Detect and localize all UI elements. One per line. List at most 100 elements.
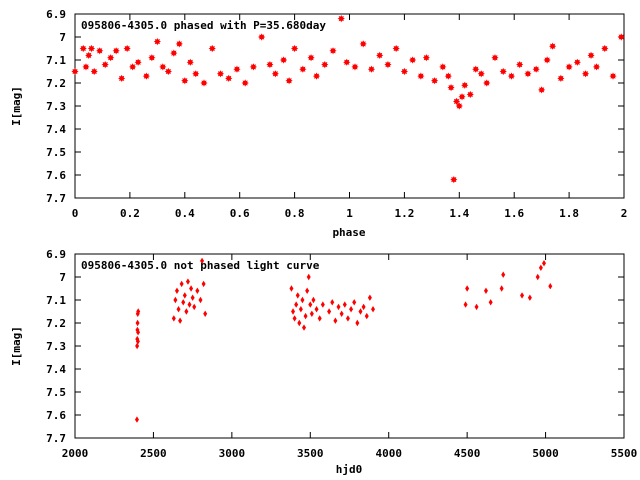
phased-chart-title: 095806-4305.0 phased with P=35.680day [81,19,326,32]
unphased-data-point [333,317,338,324]
unphased-data-point [317,315,322,322]
unphased-data-point [367,294,372,301]
phased-y-tick-label: 7.3 [46,100,66,113]
phased-data-point [609,72,617,80]
unphased-data-point [542,260,547,267]
unphased-data-point [190,294,195,301]
unphased-data-point [488,299,493,306]
phased-data-point [285,77,293,85]
unphased-data-point [292,315,297,322]
phased-data-point [461,81,469,89]
unphased-x-tick-label: 3500 [297,447,324,460]
unphased-data-point [352,299,357,306]
unphased-data-point [548,283,553,290]
phased-x-tick-label: 0.6 [230,207,250,220]
phased-data-point [601,44,609,53]
phased-data-point [472,65,480,73]
unphased-data-point [538,264,543,271]
phased-data-point [483,79,491,87]
phased-data-point [181,77,189,85]
unphased-data-point [320,301,325,308]
phased-data-point [422,54,430,62]
phased-data-point [148,54,156,62]
unphased-data-point [182,292,187,299]
unphased-data-point [364,312,369,320]
phased-data-point [271,70,279,78]
phased-data-point [112,47,120,55]
phased-data-point [299,65,307,73]
unphased-data-point [184,308,189,315]
phased-data-point [321,61,329,69]
phased-data-point [175,40,183,48]
phased-data-point [225,74,233,82]
phased-data-point [208,44,216,53]
unphased-data-point [327,308,332,315]
unphased-data-point [178,317,183,324]
unphased-data-point [294,301,299,308]
unphased-y-tick-label: 7.2 [46,317,66,330]
unphased-data-point [171,315,176,322]
phased-data-point [400,67,408,76]
unphased-data-point [306,273,311,281]
unphased-x-tick-label: 2000 [62,447,89,460]
phased-data-point [617,33,625,41]
phased-data-point [392,44,400,53]
unphased-data-point [303,312,308,320]
unphased-data-point [203,310,208,317]
phased-data-point [367,65,376,73]
unphased-data-point [289,285,294,292]
phased-data-point [129,63,137,71]
unphased-data-point [520,292,525,299]
phased-y-tick-label: 7.4 [46,123,66,136]
unphased-data-point [174,287,179,294]
phased-y-tick-labels: 6.9 7 7.1 7.2 7.3 7.4 7.5 7.6 7.7 [46,8,66,205]
phased-data-point [233,65,241,73]
phased-y-axis-label: I[mag] [10,86,23,126]
unphased-y-tick-label: 7.4 [46,363,66,376]
unphased-data-point [463,301,468,308]
phased-data-point [532,65,540,73]
unphased-data-point [342,301,347,308]
unphased-y-tick-label: 7.6 [46,409,66,422]
phased-x-tick-label: 1.4 [449,207,469,220]
phased-data-point [200,79,208,87]
phased-data-point [409,56,417,64]
unphased-data-point [135,342,140,350]
phased-x-tick-labels: 0 0.2 0.4 0.6 0.8 1 1.2 1.4 1.6 1.8 2 [72,207,628,220]
unphased-data-point [201,280,206,288]
phased-data-point [447,84,455,92]
phased-data-point [524,70,532,78]
unphased-data-point [358,308,363,315]
phased-x-axis-label: phase [332,226,365,239]
unphased-data-point [311,296,316,304]
phased-data-point [164,67,172,76]
phased-data-points [71,15,625,184]
phased-data-point [329,47,337,55]
phased-data-point [581,70,590,78]
phased-x-tick-label: 0.8 [285,207,305,220]
phased-data-point [351,63,359,71]
unphased-data-point [295,292,300,299]
unphased-data-point [192,303,197,311]
phased-chart: 6.9 7 7.1 7.2 7.3 7.4 7.5 7.6 7.7 0 0.2 0.4 0.6 0.8 1… [10,8,627,239]
phased-data-point [192,70,200,78]
unphased-data-point [181,299,186,306]
unphased-data-point [136,329,141,336]
phased-data-point [343,58,351,66]
unphased-data-point [302,324,307,331]
unphased-data-point [349,306,354,313]
phased-y-tick-label: 7 [59,31,66,44]
phased-data-point [592,63,601,71]
phased-y-tick-label: 7.6 [46,169,66,182]
unphased-data-point [300,296,305,304]
phased-data-point [71,67,79,76]
phased-x-tick-label: 0 [72,207,79,220]
phased-data-point [557,74,565,82]
phased-data-point [458,93,466,101]
unphased-y-tick-label: 7.3 [46,340,66,353]
phased-data-point [249,63,258,71]
phased-data-point [444,72,452,80]
phased-data-point [87,44,96,53]
phased-data-point [439,63,447,71]
phased-x-tick-label: 0.2 [120,207,140,220]
